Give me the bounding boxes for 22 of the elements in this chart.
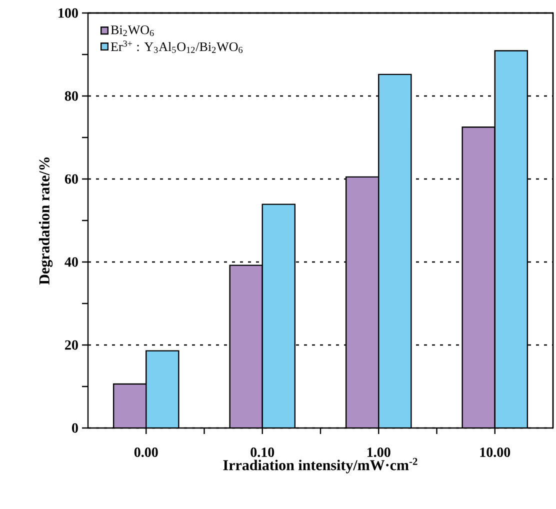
bar [378,74,412,428]
bar [494,50,528,428]
x-tick-label: 0.10 [250,448,274,458]
y-tick-label: 0 [72,423,78,433]
x-tick-label: 10.00 [480,448,510,458]
bar [462,126,496,428]
bar [112,383,147,428]
x-tick-label: 1.00 [368,448,390,458]
y-axis-title: Degradation rate/% [38,158,53,285]
y-tick-label: 20 [65,340,78,350]
y-tick-label: 100 [58,8,78,18]
bar [229,264,263,428]
bar [146,350,180,428]
y-tick-label: 40 [64,257,78,267]
text: Er$^{3+}$ : Y$_{3}$Al$_{5}$O$_{12}$/Bi$_{2}$WO$_{6}$ [110,40,243,53]
bar [345,176,380,428]
y-tick-label: 60 [64,174,78,184]
legend-label: Bi$_{2}$WO$_{6}$ [110,25,154,36]
x-axis-title: Irradiation intensity/mW·cm$^{-2}$ [223,458,418,474]
bar [262,204,296,428]
x-tick-label: 0.00 [134,448,158,458]
y-tick-label: 80 [64,91,78,101]
